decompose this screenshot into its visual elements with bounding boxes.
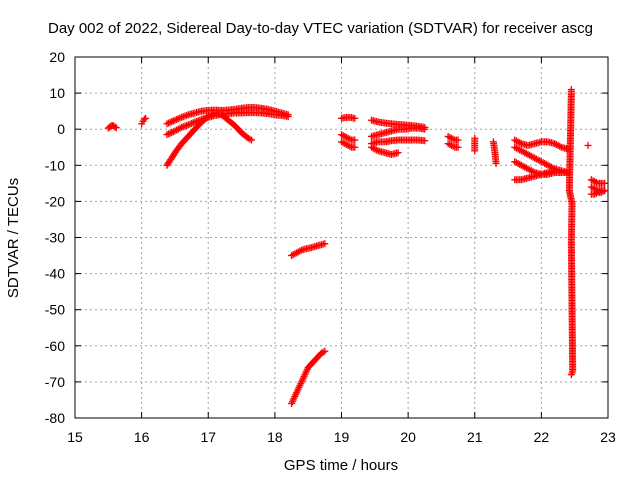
y-tick-label: 20 [49,49,65,65]
data-point-fill [176,124,184,132]
data-point [584,141,592,149]
data-point-fill [592,189,600,197]
data-point-fill [516,139,524,147]
data-point-fill [166,118,174,126]
data-point-fill [188,119,196,127]
data-point-fill [449,135,457,143]
x-tick-label: 23 [600,429,616,445]
y-tick-label: -50 [45,302,65,318]
data-point [321,347,329,355]
y-tick-label: -10 [45,157,65,173]
y-tick-label: -70 [45,374,65,390]
chart-title: Day 002 of 2022, Sidereal Day-to-day VTE… [48,20,593,37]
y-tick-label: -30 [45,230,65,246]
data-point [351,114,359,122]
y-tick-label: 0 [57,121,65,137]
x-tick-label: 17 [200,429,216,445]
data-point [421,137,429,145]
data-point-fill [186,120,194,128]
data-point [567,371,575,379]
data-point [163,131,171,139]
data-point [471,147,479,155]
data-point-fill [599,187,607,195]
data-point [601,179,609,187]
data-point [163,120,171,128]
data-point-fill [165,130,173,138]
data-point [394,149,402,157]
data-point [454,143,462,151]
x-tick-label: 15 [67,429,83,445]
data-point [321,240,329,248]
data-point [248,136,256,144]
data-point [601,187,609,195]
data-point-fill [176,114,184,122]
x-tick-label: 19 [334,429,350,445]
data-point-fill [346,135,354,143]
x-tick-label: 20 [400,429,416,445]
data-point-fill [372,146,380,154]
data-point [111,123,119,131]
data-points [104,85,609,408]
data-point-fill [592,178,600,186]
plot-frame [74,56,609,419]
data-point [112,124,120,132]
data-point [284,111,292,119]
data-point-fill [319,348,327,356]
y-axis-label: SDTVAR / TECUs [5,178,22,298]
data-point-fill [169,128,177,136]
data-point-fill [173,115,181,123]
data-point-fill [174,115,182,123]
data-point [351,136,359,144]
data-point-fill [166,129,174,137]
y-tick-label: -80 [45,410,65,426]
data-point [140,115,148,123]
data-point-fill [168,118,176,126]
data-point-fill [189,119,197,127]
data-point-fill [168,128,176,136]
x-tick-label: 22 [534,429,550,445]
y-tick-label: -40 [45,266,65,282]
data-point-fill [169,117,177,125]
x-axis-label: GPS time / hours [284,457,398,474]
data-point-fill [556,142,564,150]
data-point [492,159,500,167]
y-tick-label: 10 [49,85,65,101]
x-tick-label: 21 [467,429,483,445]
data-point-fill [346,142,354,150]
data-point-fill [296,247,304,255]
data-point [351,143,359,151]
axis-ticks: 15 16 17 18 19 20 21 22 23 -80 -70 -60 -50 -40 -30 -20 -… [45,49,616,445]
grid [75,57,608,418]
data-point [184,121,192,129]
data-point [421,125,429,133]
data-point [171,116,179,124]
data-point [142,114,150,122]
x-tick-label: 16 [134,429,150,445]
data-point-fill [165,119,173,127]
y-tick-label: -20 [45,193,65,209]
data-point-fill [246,135,254,143]
x-tick-label: 18 [267,429,283,445]
data-point [454,136,462,144]
y-tick-label: -60 [45,338,65,354]
data-point-fill [449,142,457,150]
data-point [551,167,559,175]
